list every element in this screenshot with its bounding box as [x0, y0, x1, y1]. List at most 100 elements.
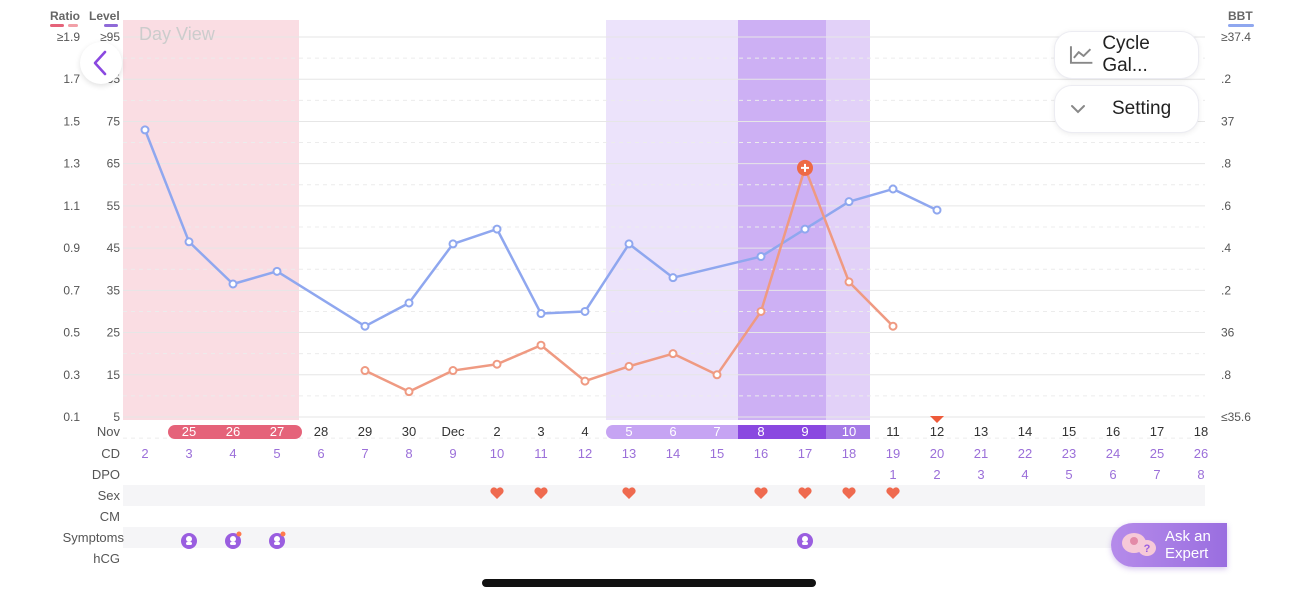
bbt-tick-label: .2 — [1221, 283, 1231, 297]
row-label-hcg: hCG — [93, 551, 120, 566]
home-indicator[interactable] — [482, 579, 816, 587]
date-label: 26 — [226, 424, 240, 439]
cd-label: 24 — [1106, 446, 1120, 461]
sex-row-bg — [123, 485, 1205, 506]
back-button[interactable] — [80, 42, 122, 84]
level-legend-bar — [104, 24, 118, 27]
date-label: 12 — [930, 424, 944, 439]
date-label: 9 — [801, 424, 808, 439]
cd-label: 3 — [185, 446, 192, 461]
period-date-pill — [168, 425, 302, 439]
ratio-tick-label: 1.5 — [63, 114, 80, 128]
ratio-tick-label: ≥1.9 — [57, 30, 81, 44]
date-label: 4 — [581, 424, 588, 439]
cd-label: 2 — [141, 446, 148, 461]
date-label: 3 — [537, 424, 544, 439]
symptom-glyph — [802, 542, 808, 545]
fertile-band-late — [826, 20, 870, 420]
level-tick-label: 25 — [107, 326, 121, 340]
row-label-cm: CM — [100, 509, 120, 524]
cd-label: 8 — [405, 446, 412, 461]
date-label: 18 — [1194, 424, 1208, 439]
symptom-glyph — [802, 536, 808, 542]
ratio-tick-label: 1.3 — [63, 157, 80, 171]
cd-label: 4 — [229, 446, 236, 461]
bbt-series-point — [844, 197, 854, 207]
level-tick-label: ≥95 — [100, 30, 120, 44]
bbt-series-point — [536, 309, 546, 319]
level-tick-label: 65 — [107, 157, 121, 171]
heart-icon — [622, 487, 636, 499]
cd-label: 18 — [842, 446, 856, 461]
date-label: 6 — [669, 424, 676, 439]
cd-label: 19 — [886, 446, 900, 461]
bbt-series-point — [624, 239, 634, 249]
bbt-series-point — [184, 237, 194, 247]
date-label: 28 — [314, 424, 328, 439]
bbt-tick-label: ≥37.4 — [1221, 30, 1251, 44]
bbt-series-point — [228, 279, 238, 289]
ask-expert-button[interactable]: ? Ask an Expert — [1111, 523, 1227, 567]
cd-label: 14 — [666, 446, 680, 461]
date-label: 2 — [493, 424, 500, 439]
symptom-alert-dot — [280, 531, 286, 537]
level-series-point — [844, 277, 854, 287]
heart-icon — [798, 487, 812, 499]
expert-chat-icon: ? — [1122, 533, 1156, 556]
svg-text:?: ? — [1144, 543, 1151, 555]
bbt-tick-label: .2 — [1221, 72, 1231, 86]
peak-band — [738, 20, 826, 420]
date-label: 29 — [358, 424, 372, 439]
dpo-label: 3 — [977, 467, 984, 482]
date-label: 5 — [625, 424, 632, 439]
date-label: 8 — [757, 424, 764, 439]
bbt-tick-label: 37 — [1221, 114, 1235, 128]
symptom-glyph — [186, 536, 192, 542]
bbt-series-point — [800, 224, 810, 234]
dpo-label: 4 — [1021, 467, 1028, 482]
bbt-series-point — [404, 298, 414, 308]
symptoms-row-bg — [123, 527, 1205, 548]
symptom-glyph — [230, 542, 236, 545]
cd-label: 26 — [1194, 446, 1208, 461]
dpo-label: 5 — [1065, 467, 1072, 482]
setting-button[interactable]: Setting — [1054, 85, 1199, 133]
cycle-gallery-button[interactable]: Cycle Gal... — [1054, 31, 1199, 79]
level-series-point — [404, 387, 414, 397]
ratio-tick-label: 0.3 — [63, 368, 80, 382]
today-marker-icon — [930, 416, 944, 423]
date-label: 30 — [402, 424, 416, 439]
late-fertile-date-pill — [826, 425, 870, 439]
symptom-glyph — [186, 542, 192, 545]
bbt-series-point — [272, 266, 282, 276]
ratio-tick-label: 1.1 — [63, 199, 80, 213]
cd-label: 21 — [974, 446, 988, 461]
chevron-down-icon — [1071, 105, 1085, 114]
ratio-legend-bar — [50, 24, 64, 27]
bbt-series-point — [140, 125, 150, 135]
cd-label: 13 — [622, 446, 636, 461]
date-label: 13 — [974, 424, 988, 439]
symptom-glyph — [274, 542, 280, 545]
heart-icon — [886, 487, 900, 499]
heart-icon — [842, 487, 856, 499]
peak-date-pill — [738, 425, 826, 439]
bbt-series-point — [580, 306, 590, 316]
row-label-month: Nov — [97, 424, 121, 439]
row-label-dpo: DPO — [92, 467, 120, 482]
date-label: 11 — [886, 424, 900, 439]
row-label-cd: CD — [101, 446, 120, 461]
heart-icon — [490, 487, 504, 499]
date-label: 15 — [1062, 424, 1076, 439]
cd-label: 9 — [449, 446, 456, 461]
cd-label: 22 — [1018, 446, 1032, 461]
cd-label: 7 — [361, 446, 368, 461]
level-series-point — [756, 306, 766, 316]
dpo-label: 6 — [1109, 467, 1116, 482]
heart-icon — [534, 487, 548, 499]
cycle-gallery-label: Cycle Gal... — [1102, 33, 1150, 76]
line-chart-icon — [1069, 46, 1093, 64]
period-band — [123, 20, 299, 420]
